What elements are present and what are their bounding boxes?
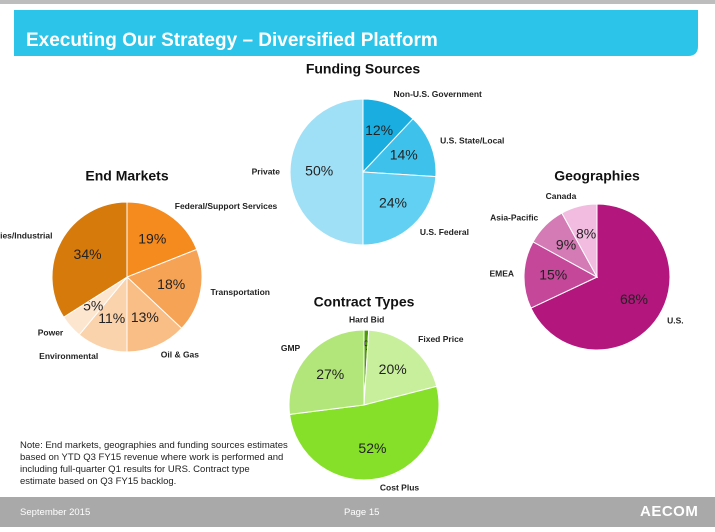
slice-label: 14%: [390, 147, 418, 163]
category-label: Hard Bid: [349, 314, 384, 324]
footer-logo: AECOM: [640, 503, 699, 520]
header-title: Executing Our Strategy – Diversified Pla…: [26, 30, 438, 51]
category-label: Canada: [546, 191, 577, 201]
category-label: Asia-Pacific: [490, 213, 538, 223]
slice-label: 34%: [74, 246, 102, 262]
category-label: Transportation: [210, 287, 270, 297]
category-label: Environmental: [39, 351, 98, 361]
slice-label: 11%: [98, 310, 125, 326]
chart-title: End Markets: [85, 168, 168, 184]
pie-slice: [126, 201, 198, 278]
slice-label: 24%: [379, 195, 407, 211]
slice-label: 13%: [131, 309, 159, 325]
pie-slice: [363, 329, 438, 406]
category-label: GMP: [281, 343, 301, 353]
pie-slice: [530, 203, 671, 351]
slice-label: 19%: [138, 230, 166, 246]
category-label: Non-U.S. Government: [394, 89, 482, 99]
slice-label: 68%: [620, 291, 648, 307]
category-label: U.S. State/Local: [440, 136, 504, 146]
category-label: Fixed Price: [418, 334, 464, 344]
category-label: Federal/Support Services: [175, 201, 278, 211]
category-label: Private: [252, 166, 281, 176]
pie-slice: [51, 201, 128, 318]
footer-page: Page 15: [344, 507, 380, 518]
pie-slice: [362, 171, 437, 246]
header-bar: [14, 10, 698, 56]
category-label: Facilities/Industrial: [0, 230, 53, 240]
pie-slice: [126, 275, 183, 353]
category-label: Cost Plus: [380, 483, 419, 493]
pie-slice: [288, 329, 365, 415]
slice-label: 50%: [305, 163, 333, 179]
slice-label: 9%: [556, 237, 576, 253]
pie-slice: [289, 98, 364, 246]
category-label: Power: [38, 327, 64, 337]
note: Note: End markets, geographies and fundi…: [20, 440, 288, 487]
pie-slice: [126, 248, 203, 330]
category-label: U.S. Federal: [420, 227, 469, 237]
chart-title: Contract Types: [314, 294, 415, 310]
slice-label: 15%: [539, 266, 567, 282]
slice-label: 27%: [316, 366, 344, 382]
category-label: Oil & Gas: [161, 349, 200, 359]
chart-title: Geographies: [554, 168, 640, 184]
pie-slice: [523, 241, 599, 309]
footer-bar: [0, 497, 715, 527]
footer-date: September 2015: [20, 507, 91, 518]
slice-label: 12%: [365, 122, 393, 138]
slice-label: 8%: [576, 225, 596, 241]
top-border: [0, 0, 715, 4]
pie-slice: [561, 203, 598, 278]
category-label: U.S.: [667, 316, 684, 326]
pie-slice: [361, 118, 437, 178]
category-label: EMEA: [489, 269, 514, 279]
slice-label: 52%: [358, 440, 386, 456]
slice-label: 18%: [157, 276, 185, 292]
chart-title: Funding Sources: [306, 61, 421, 77]
slice-label: 20%: [379, 361, 407, 377]
